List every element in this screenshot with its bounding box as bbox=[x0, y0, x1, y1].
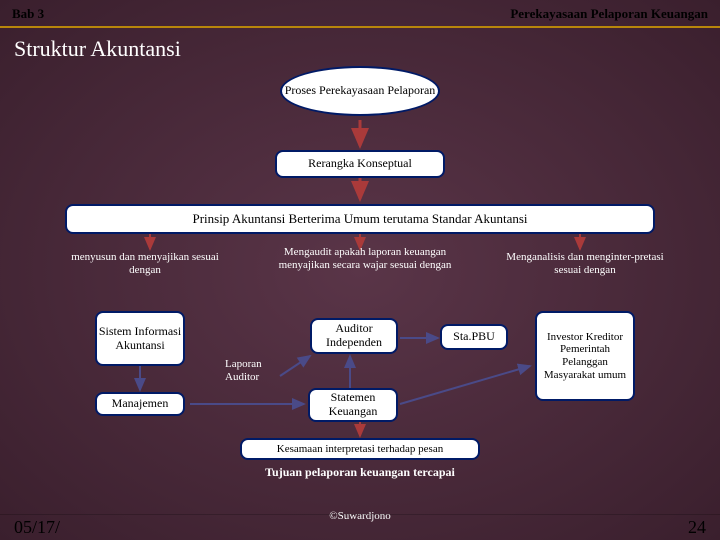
page-title: Struktur Akuntansi bbox=[0, 28, 720, 66]
node-prinsip-label: Prinsip Akuntansi Berterima Umum terutam… bbox=[192, 212, 527, 227]
text-mengaudit-label: Mengaudit apakah laporan keuangan menyaj… bbox=[265, 246, 465, 271]
text-laporan-auditor-label: Laporan Auditor bbox=[225, 358, 295, 383]
header: Bab 3 Perekayasaan Pelaporan Keuangan bbox=[0, 0, 720, 28]
node-rerangka: Rerangka Konseptual bbox=[275, 150, 445, 178]
text-menganalisis: Menganalisis dan menginter-pretasi sesua… bbox=[495, 251, 675, 276]
node-prinsip: Prinsip Akuntansi Berterima Umum terutam… bbox=[65, 204, 655, 234]
node-investor-label: Investor Kreditor Pemerintah Pelanggan M… bbox=[537, 331, 633, 382]
text-laporan-auditor: Laporan Auditor bbox=[225, 356, 295, 386]
node-auditor: Auditor Independen bbox=[310, 318, 398, 354]
node-statemen: Statemen Keuangan bbox=[308, 388, 398, 422]
node-sistem-label: Sistem Informasi Akuntansi bbox=[97, 325, 183, 353]
node-auditor-label: Auditor Independen bbox=[312, 322, 396, 350]
node-stapbu: Sta.PBU bbox=[440, 324, 508, 350]
node-tujuan: Tujuan pelaporan keuangan tercapai bbox=[0, 466, 720, 480]
footer-page: 24 bbox=[688, 517, 706, 538]
node-manajemen-label: Manajemen bbox=[112, 397, 169, 411]
text-menyusun: menyusun dan menyajikan sesuai dengan bbox=[60, 251, 230, 276]
footer: 05/17/ 24 bbox=[0, 514, 720, 540]
diagram: Proses Perekayasaan Pelaporan Rerangka K… bbox=[0, 66, 720, 506]
node-tujuan-label: Tujuan pelaporan keuangan tercapai bbox=[265, 466, 455, 480]
footer-date: 05/17/ bbox=[14, 517, 60, 538]
chapter-label: Bab 3 bbox=[12, 6, 44, 22]
node-manajemen: Manajemen bbox=[95, 392, 185, 416]
node-statemen-label: Statemen Keuangan bbox=[310, 391, 396, 419]
node-kesamaan: Kesamaan interpretasi terhadap pesan bbox=[240, 438, 480, 460]
text-mengaudit: Mengaudit apakah laporan keuangan menyaj… bbox=[265, 246, 465, 271]
node-proses-label: Proses Perekayasaan Pelaporan bbox=[285, 84, 436, 98]
node-stapbu-label: Sta.PBU bbox=[453, 330, 495, 344]
node-proses: Proses Perekayasaan Pelaporan bbox=[280, 66, 440, 116]
text-menganalisis-label: Menganalisis dan menginter-pretasi sesua… bbox=[495, 251, 675, 276]
node-investor: Investor Kreditor Pemerintah Pelanggan M… bbox=[535, 311, 635, 401]
node-kesamaan-label: Kesamaan interpretasi terhadap pesan bbox=[277, 443, 443, 456]
node-sistem: Sistem Informasi Akuntansi bbox=[95, 311, 185, 366]
node-rerangka-label: Rerangka Konseptual bbox=[308, 157, 412, 171]
text-menyusun-label: menyusun dan menyajikan sesuai dengan bbox=[60, 251, 230, 276]
topic-label: Perekayasaan Pelaporan Keuangan bbox=[510, 6, 708, 22]
